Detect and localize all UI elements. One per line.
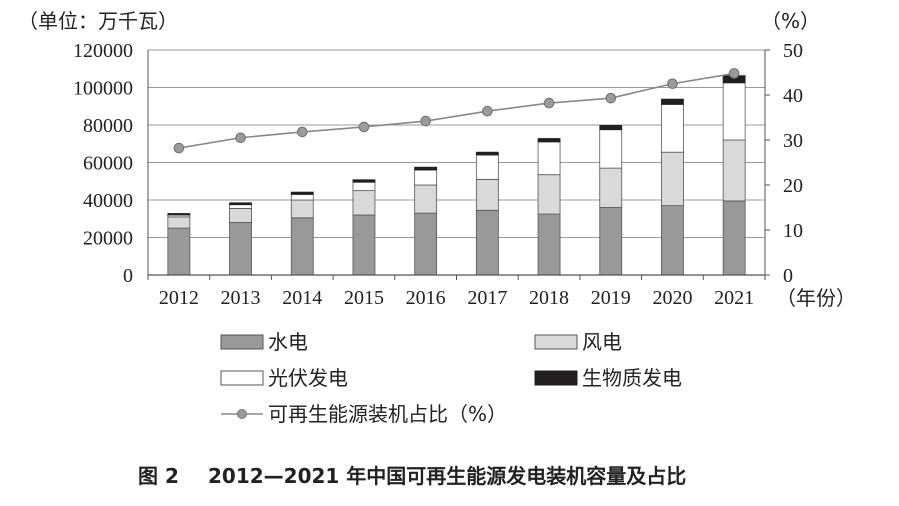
legend-label-hydro: 水电 (268, 330, 308, 354)
y-right-tick-label: 30 (783, 130, 803, 152)
left-axis-unit: （单位：万千瓦） (18, 9, 178, 33)
x-tick-label: 2015 (344, 287, 384, 309)
bar-segment (229, 222, 252, 276)
bar-segment (167, 216, 191, 229)
bar-segment (661, 98, 684, 105)
legend-label-solar: 光伏发电 (268, 366, 348, 390)
y-left-tick-label: 120000 (73, 40, 133, 62)
bar-segment (414, 184, 438, 214)
share-point (667, 78, 678, 90)
bar-segment (352, 190, 376, 216)
bar-segment (475, 178, 499, 211)
figure-caption: 2012—2021 年中国可再生能源发电装机容量及占比 (208, 464, 686, 488)
bar-segment (661, 205, 684, 276)
share-point (296, 126, 308, 138)
percentage-line-layer (173, 68, 740, 154)
bar-segment (599, 129, 623, 169)
bar-segment (661, 151, 684, 207)
bar-segment (290, 193, 314, 201)
bar-segment (229, 208, 252, 223)
bar-layer (167, 75, 746, 276)
x-tick-label: 2016 (406, 287, 446, 309)
bar-segment (599, 167, 623, 208)
bar-segment (229, 204, 252, 209)
y-right-tick-label: 20 (783, 175, 803, 197)
figure-label: 图 2 (138, 464, 179, 488)
y-right-tick-label: 10 (783, 220, 803, 242)
x-tick-label: 2021 (714, 287, 754, 309)
legend-swatch-biomass (534, 370, 578, 386)
legend-marker-share (237, 409, 247, 419)
bar-segment (475, 154, 499, 180)
x-tick-label: 2018 (529, 287, 569, 309)
bar-segment (167, 227, 191, 276)
bar-segment (290, 199, 314, 219)
y-right-tick-label: 50 (783, 40, 803, 62)
bar-segment (599, 207, 623, 276)
share-point (235, 132, 246, 144)
bar-segment (722, 200, 746, 276)
y-right-tick-label: 40 (783, 85, 803, 107)
x-tick-label: 2017 (467, 287, 507, 309)
share-point (358, 121, 370, 133)
bar-segment (414, 166, 438, 171)
share-point (482, 105, 493, 117)
y-left-tick-label: 0 (123, 265, 133, 287)
bar-segment (229, 202, 252, 206)
share-line (178, 72, 735, 149)
bar-segment (414, 212, 438, 276)
bar-segment (352, 214, 376, 276)
bar-segment (290, 191, 314, 195)
x-tick-label: 2014 (282, 287, 322, 309)
y-right-tick-label: 0 (783, 265, 793, 287)
bar-segment (414, 169, 438, 186)
bar-segment (352, 181, 376, 192)
legend-swatch-wind (534, 334, 578, 350)
share-point (728, 68, 740, 79)
legend-swatch-solar (220, 370, 264, 386)
bar-segment (661, 103, 684, 153)
bar-segment (475, 151, 499, 156)
x-tick-label: 2013 (221, 287, 261, 309)
bar-segment (352, 179, 376, 183)
bar-segment (167, 213, 191, 216)
x-tick-label: 2020 (652, 287, 692, 309)
legend-label-share: 可再生能源装机占比（%） (268, 402, 507, 426)
bar-segment (722, 82, 746, 141)
y-left-tick-label: 100000 (73, 78, 133, 100)
share-point (420, 115, 431, 127)
share-point (605, 92, 617, 104)
x-axis-unit: （年份） (776, 286, 856, 310)
y-left-tick-label: 60000 (83, 153, 133, 175)
bar-segment (537, 138, 561, 143)
bar-segment (290, 217, 314, 276)
y-left-tick-label: 20000 (83, 228, 133, 250)
axis-layer: 120000 100000 80000 60000 40000 20000 0 50 40 30 2… (73, 40, 803, 309)
legend-swatch-hydro (220, 334, 264, 350)
legend: 水电 风电 光伏发电 生物质发电 可再生能源装机占比（%） (220, 330, 682, 426)
y-left-tick-label: 80000 (83, 115, 133, 137)
right-axis-unit: （%） (761, 9, 820, 33)
share-point (173, 142, 185, 154)
bar-segment (537, 141, 561, 176)
bar-segment (722, 139, 746, 202)
legend-label-wind: 风电 (582, 330, 622, 354)
x-tick-label: 2019 (591, 287, 631, 309)
bar-segment (537, 213, 561, 276)
bar-segment (599, 124, 623, 131)
y-left-tick-label: 40000 (83, 190, 133, 212)
x-tick-label: 2012 (159, 287, 199, 309)
share-point (543, 97, 555, 109)
legend-label-biomass: 生物质发电 (582, 366, 682, 390)
bar-segment (475, 209, 499, 276)
bar-segment (537, 174, 561, 215)
